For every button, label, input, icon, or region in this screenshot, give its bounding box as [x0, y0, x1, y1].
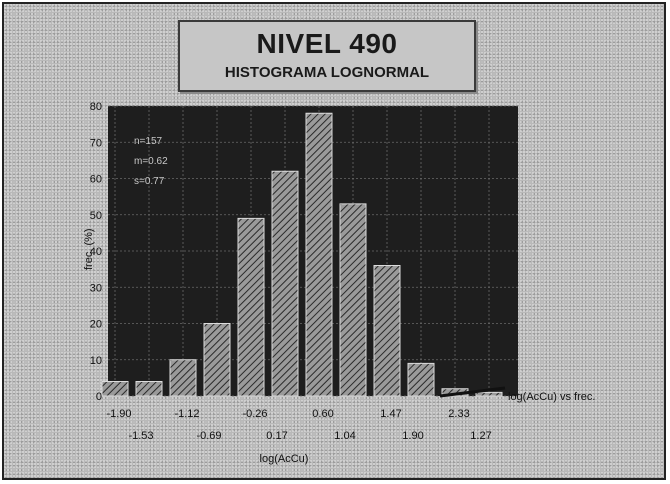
chart-title: NIVEL 490 — [256, 28, 398, 59]
x-axis-ticks: -1.90 -1.12 -0.26 0.60 1.47 2.33 -1.53 -0.69 0.1… — [106, 408, 491, 442]
x-tick-label: 1.27 — [470, 430, 491, 442]
legend-entry: m=0.62 — [134, 156, 168, 167]
y-axis-ticks: 0 10 20 30 40 50 60 70 80 — [90, 101, 102, 403]
histogram-bar — [203, 323, 231, 397]
x-tick-label: -0.26 — [242, 408, 267, 420]
x-axis-label: log(AcCu) — [260, 453, 309, 465]
x-tick-label: -1.53 — [128, 430, 153, 442]
x-tick-label: 1.04 — [334, 430, 355, 442]
histogram-bar — [101, 381, 129, 397]
legend-box: n=157 m=0.62 s=0.77 — [134, 136, 168, 187]
histogram-bar — [169, 359, 197, 397]
x-tick-label: 0.60 — [312, 408, 333, 420]
y-tick-label: 10 — [90, 355, 102, 367]
y-tick-label: 40 — [90, 246, 102, 258]
title-box: NIVEL 490 HISTOGRAMA LOGNORMAL — [178, 20, 476, 92]
bars-group — [101, 112, 503, 397]
x-tick-label: -1.90 — [106, 408, 131, 420]
x-tick-label: 0.17 — [266, 430, 287, 442]
x-tick-label: 1.47 — [380, 408, 401, 420]
histogram-bar — [271, 170, 299, 397]
histogram-bar — [339, 203, 367, 397]
x-tick-label: 2.33 — [448, 408, 469, 420]
x-tick-label: 1.90 — [402, 430, 423, 442]
y-tick-label: 80 — [90, 101, 102, 113]
legend-entry: n=157 — [134, 136, 163, 147]
x-tick-label: -0.69 — [196, 430, 221, 442]
y-tick-label: 30 — [90, 282, 102, 294]
y-tick-label: 70 — [90, 137, 102, 149]
histogram-bar — [237, 217, 265, 397]
y-axis-label: frec. (%) — [83, 228, 95, 270]
y-tick-label: 60 — [90, 174, 102, 186]
y-tick-label: 50 — [90, 210, 102, 222]
y-tick-label: 20 — [90, 319, 102, 331]
histogram-bar — [475, 391, 503, 397]
x-tick-label: -1.12 — [174, 408, 199, 420]
legend-entry: s=0.77 — [134, 176, 165, 187]
y-tick-label: 0 — [96, 391, 102, 403]
series-marker-line — [439, 386, 506, 398]
chart-subtitle: HISTOGRAMA LOGNORMAL — [224, 64, 430, 81]
histogram-bar — [407, 362, 435, 397]
histogram-bar — [135, 381, 163, 397]
series-label: log(AcCu) vs frec. — [508, 391, 595, 403]
histogram-bar — [373, 265, 401, 397]
histogram-bar — [305, 112, 333, 397]
